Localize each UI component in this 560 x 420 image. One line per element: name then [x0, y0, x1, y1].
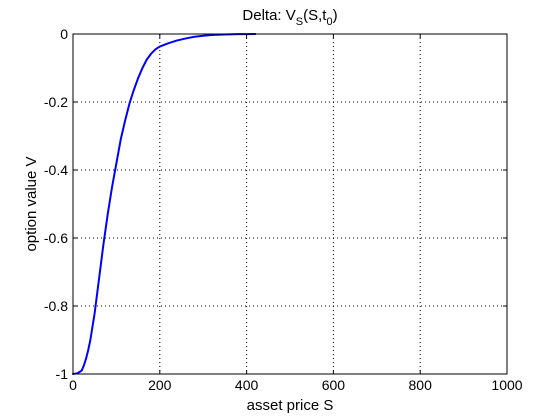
x-tick-label: 0 [69, 377, 77, 393]
chart-title: Delta: VS(S,t0) [242, 7, 337, 28]
y-tick-label: -0.8 [44, 298, 68, 314]
plot-frame [72, 33, 508, 375]
series-group [72, 33, 257, 375]
y-tick-label: 0 [60, 26, 68, 42]
x-tick-label: 600 [322, 377, 346, 393]
x-tick-label: 800 [409, 377, 433, 393]
x-tick-label: 1000 [491, 377, 522, 393]
x-axis-title: asset price S [247, 397, 334, 414]
y-tick-label: -0.6 [44, 230, 68, 246]
plot-area [73, 34, 507, 374]
x-tick-label: 200 [148, 377, 172, 393]
y-axis-title: option value V [23, 156, 40, 251]
y-tick-label: -1 [56, 366, 69, 382]
ticks: 0 200 400 600 800 1000 0 -0.2 -0.4 -0.6 -0.8 -1 [44, 26, 523, 393]
y-tick-label: -0.4 [44, 162, 68, 178]
x-tick-label: 400 [235, 377, 259, 393]
grid [73, 34, 507, 374]
y-tick-label: -0.2 [44, 94, 68, 110]
delta-series-line [72, 33, 257, 375]
